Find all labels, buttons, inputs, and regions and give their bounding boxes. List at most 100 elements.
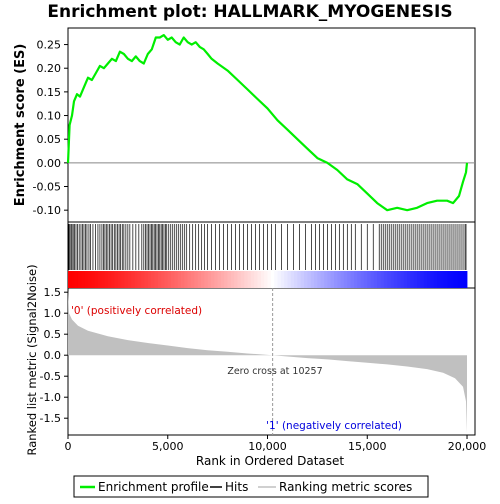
es-y-tick-label: -0.05 bbox=[33, 181, 61, 194]
heatbar-segment bbox=[357, 271, 362, 288]
metric-y-tick-label: -0.5 bbox=[40, 370, 61, 383]
es-y-label: Enrichment score (ES) bbox=[13, 44, 28, 207]
heatbar-segment bbox=[257, 271, 262, 288]
heatbar-segment bbox=[420, 271, 425, 288]
es-panel-frame bbox=[67, 27, 476, 223]
heatbar-segment bbox=[314, 271, 318, 288]
heatbar-segment bbox=[373, 271, 378, 288]
heatbar-segment bbox=[417, 271, 421, 288]
heatbar-segment bbox=[270, 271, 275, 288]
heatbar-segment bbox=[327, 271, 332, 288]
heatbar-segment bbox=[84, 271, 89, 288]
heatbar-segment bbox=[367, 271, 371, 288]
heatbar-segment bbox=[413, 271, 418, 288]
heatbar-segment bbox=[324, 271, 328, 288]
x-tick-label: 0 bbox=[65, 440, 72, 453]
heatbar-segment bbox=[337, 271, 342, 288]
heatbar-segment bbox=[237, 271, 242, 288]
x-tick-label: 10,000 bbox=[248, 440, 287, 453]
heatbar-segment bbox=[310, 271, 315, 288]
heatbar-segment bbox=[403, 271, 408, 288]
heatbar-segment bbox=[287, 271, 292, 288]
heatbar-segment bbox=[184, 271, 189, 288]
heatbar-segment bbox=[214, 271, 219, 288]
heatbar-segment bbox=[390, 271, 395, 288]
es-y-tick-label: 0.00 bbox=[37, 157, 62, 170]
legend-hits-label: Hits bbox=[225, 480, 248, 494]
heatbar-segment bbox=[457, 271, 461, 288]
zero-cross-label: Zero cross at 10257 bbox=[227, 366, 322, 377]
legend-metric-label: Ranking metric scores bbox=[279, 480, 412, 494]
heatbar-segment bbox=[247, 271, 252, 288]
heatbar-segment bbox=[393, 271, 398, 288]
heatbar-segment bbox=[377, 271, 381, 288]
heatbar-segment bbox=[383, 271, 388, 288]
heatbar-segment bbox=[124, 271, 129, 288]
heatbar-segment bbox=[224, 271, 229, 288]
heatbar-segment bbox=[400, 271, 405, 288]
heatbar-segment bbox=[154, 271, 159, 288]
heatbar-segment bbox=[450, 271, 455, 288]
heatbar-segment bbox=[280, 271, 285, 288]
heatbar-segment bbox=[164, 271, 169, 288]
heatbar-segment bbox=[307, 271, 312, 288]
heatbar-segment bbox=[201, 271, 205, 288]
heatbar-segment bbox=[111, 271, 115, 288]
es-profile-line bbox=[66, 34, 469, 212]
heatbar-segment bbox=[447, 271, 451, 288]
metric-y-tick-label: -1.0 bbox=[40, 391, 61, 404]
heatbar-segment bbox=[320, 271, 325, 288]
heatbar-segment bbox=[227, 271, 232, 288]
heatbar-segment bbox=[430, 271, 435, 288]
heatbar-segment bbox=[87, 271, 92, 288]
heatbar-segment bbox=[343, 271, 348, 288]
heatbar-segment bbox=[277, 271, 282, 288]
x-tick-label: 15,000 bbox=[348, 440, 387, 453]
heatbar-segment bbox=[410, 271, 415, 288]
heatbar-segment bbox=[397, 271, 401, 288]
heatbar-segment bbox=[334, 271, 338, 288]
heatbar-segment bbox=[340, 271, 345, 288]
heatbar-segment bbox=[94, 271, 99, 288]
heatbar-segment bbox=[144, 271, 149, 288]
heatbar-segment bbox=[71, 271, 76, 288]
heatbar-segment bbox=[91, 271, 96, 288]
es-y-tick-label: -0.10 bbox=[33, 204, 61, 217]
heatbar-segment bbox=[174, 271, 179, 288]
heatbar-segment bbox=[207, 271, 212, 288]
heatbar-segment bbox=[137, 271, 142, 288]
heatbar-segment bbox=[267, 271, 272, 288]
heatbar-segment bbox=[121, 271, 125, 288]
heatbar-segment bbox=[290, 271, 295, 288]
positive-class-label: '0' (positively correlated) bbox=[71, 305, 202, 317]
heatbar-segment bbox=[161, 271, 165, 288]
heatbar-segment bbox=[380, 271, 385, 288]
heatbar-segment bbox=[463, 271, 468, 288]
heatbar-segment bbox=[147, 271, 152, 288]
heatbar-segment bbox=[234, 271, 238, 288]
x-ticks: 0 5,000 10,000 15,000 20,000 bbox=[65, 435, 486, 453]
metric-y-tick-label: 0.0 bbox=[44, 349, 62, 362]
heatbar-segment bbox=[217, 271, 222, 288]
heatbar-segment bbox=[151, 271, 155, 288]
es-line-group bbox=[66, 34, 469, 212]
heatbar-segment bbox=[423, 271, 428, 288]
heatbar-segment bbox=[264, 271, 268, 288]
metric-y-tick-label: 1.0 bbox=[44, 307, 62, 320]
chart-title: Enrichment plot: HALLMARK_MYOGENESIS bbox=[47, 2, 452, 22]
heatbar-segment bbox=[304, 271, 308, 288]
negative-class-label: '1' (negatively correlated) bbox=[266, 420, 402, 432]
heatbar-segment bbox=[68, 271, 72, 288]
legend-box bbox=[73, 475, 429, 498]
heatbar-segment bbox=[134, 271, 139, 288]
heatbar-segment bbox=[167, 271, 172, 288]
metric-y-tick-label: 0.5 bbox=[44, 328, 62, 341]
heatbar-segment bbox=[131, 271, 135, 288]
heatbar-segment bbox=[181, 271, 185, 288]
heatbar-segment bbox=[427, 271, 431, 288]
heatbar-segment bbox=[433, 271, 438, 288]
heatbar-segment bbox=[171, 271, 175, 288]
heatbar-segment bbox=[117, 271, 122, 288]
x-axis-label: Rank in Ordered Dataset bbox=[196, 454, 344, 468]
